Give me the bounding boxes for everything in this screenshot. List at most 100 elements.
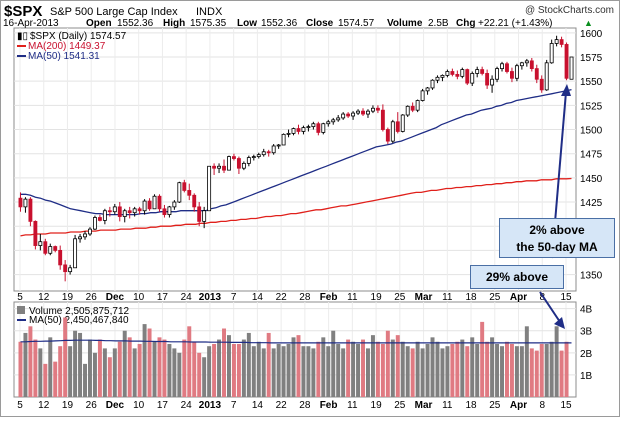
- ma200-line: [20, 177, 572, 237]
- volume-bar: [226, 335, 231, 397]
- x-tick-label: 11: [347, 292, 358, 303]
- volume-bar: [311, 348, 316, 397]
- volume-bar: [28, 326, 33, 397]
- volume-tick-label: 2B: [580, 349, 593, 360]
- candle-body: [450, 71, 455, 75]
- volume-bar: [450, 343, 455, 397]
- volume-bar: [380, 343, 385, 397]
- legend-vol-ma: MA(50) 2,450,467,840: [29, 315, 129, 326]
- candle-body: [455, 74, 460, 77]
- volume-bar: [127, 337, 132, 397]
- volume-bar: [420, 348, 425, 397]
- candle-body: [28, 198, 33, 222]
- volume-ma-line: [20, 339, 572, 344]
- candle-body: [380, 109, 385, 130]
- volume-series: [18, 317, 569, 397]
- candle-body: [564, 44, 569, 79]
- candle-body: [505, 63, 509, 72]
- x-tick-label: 25: [394, 400, 406, 411]
- volume-bar: [187, 326, 192, 397]
- x-tick-label: 7: [231, 292, 237, 303]
- volume-bar: [301, 346, 306, 397]
- x-tick-label: 10: [133, 400, 145, 411]
- high-value: 1575.35: [190, 18, 227, 29]
- volume-bar: [405, 346, 410, 397]
- candle-body: [510, 71, 514, 79]
- price-tick-label: 1600: [580, 29, 603, 40]
- price-tick-label: 1350: [580, 271, 603, 282]
- volume-bar: [167, 343, 172, 397]
- price-tick-label: 1475: [580, 150, 603, 161]
- volume-bar: [276, 343, 281, 397]
- candle-body: [306, 126, 311, 129]
- candle-body: [172, 201, 177, 208]
- candle-body: [127, 210, 132, 214]
- x-tick-label: Mar: [415, 400, 433, 411]
- volume-bar: [490, 337, 495, 397]
- legend-price: $SPX (Daily) 1574.57: [30, 31, 127, 42]
- volume-bar: [197, 352, 202, 397]
- volume-bar: [147, 328, 152, 397]
- quote-date: 16-Apr-2013: [3, 18, 59, 29]
- volume-bar: [356, 343, 361, 397]
- volume-bar: [281, 346, 286, 397]
- candle-body: [445, 71, 450, 76]
- candle-body: [88, 228, 92, 235]
- candle-body: [415, 100, 420, 111]
- x-tick-label: 12: [38, 400, 50, 411]
- candle-body: [271, 145, 276, 154]
- candle-body: [326, 121, 331, 125]
- candle-body: [236, 158, 241, 169]
- candle-body: [425, 87, 430, 92]
- candle-body: [460, 69, 465, 77]
- volume-bar: [212, 343, 217, 397]
- price-tick-label: 1550: [580, 77, 603, 88]
- x-tick-label: 2013: [199, 292, 222, 303]
- x-tick-label: 19: [62, 292, 74, 303]
- open-value: 1552.36: [117, 18, 154, 29]
- volume-bar: [519, 346, 524, 397]
- volume-bar: [524, 326, 529, 397]
- candle-body: [430, 79, 435, 89]
- candle-body: [366, 110, 370, 115]
- volume-bar: [217, 339, 222, 397]
- volume-bar: [117, 341, 122, 397]
- candle-body: [490, 78, 495, 86]
- candle-body: [524, 60, 529, 64]
- ticker-symbol: $SPX: [4, 3, 42, 20]
- candle-body: [371, 107, 375, 112]
- candle-body: [500, 63, 504, 70]
- legend-volume-swatch: [17, 306, 25, 314]
- candle-body: [296, 128, 301, 132]
- volume-bar: [500, 346, 505, 397]
- volume-legend: Volume 2,505,875,712 MA(50) 2,450,467,84…: [17, 306, 130, 326]
- volume-bar: [152, 341, 157, 397]
- candle-body: [331, 119, 336, 123]
- volume-bar: [495, 343, 500, 397]
- candle-body: [420, 90, 425, 101]
- x-tick-label: 15: [560, 400, 572, 411]
- volume-bar: [435, 341, 440, 397]
- credit-label: @ StockCharts.com: [525, 5, 614, 16]
- x-tick-label: 28: [299, 292, 311, 303]
- candle-body: [346, 113, 351, 117]
- volume-bar: [361, 339, 366, 397]
- volume-bar: [326, 346, 331, 397]
- ma50-series: [20, 88, 572, 216]
- candle-body: [266, 151, 271, 154]
- x-tick-label: 11: [442, 292, 453, 303]
- volume-bar: [346, 339, 351, 397]
- volume-bar: [23, 332, 28, 397]
- volume-tick-label: 3B: [580, 327, 593, 338]
- legend-volume: Volume 2,505,875,712: [29, 306, 130, 317]
- candle-body: [514, 65, 519, 79]
- candle-body: [187, 190, 192, 196]
- candle-body: [375, 107, 380, 111]
- volume-tick-label: 4B: [580, 305, 593, 316]
- candle-body: [485, 73, 490, 86]
- volume-bar: [559, 350, 564, 397]
- candle-body: [152, 195, 157, 210]
- candle-body: [256, 154, 261, 157]
